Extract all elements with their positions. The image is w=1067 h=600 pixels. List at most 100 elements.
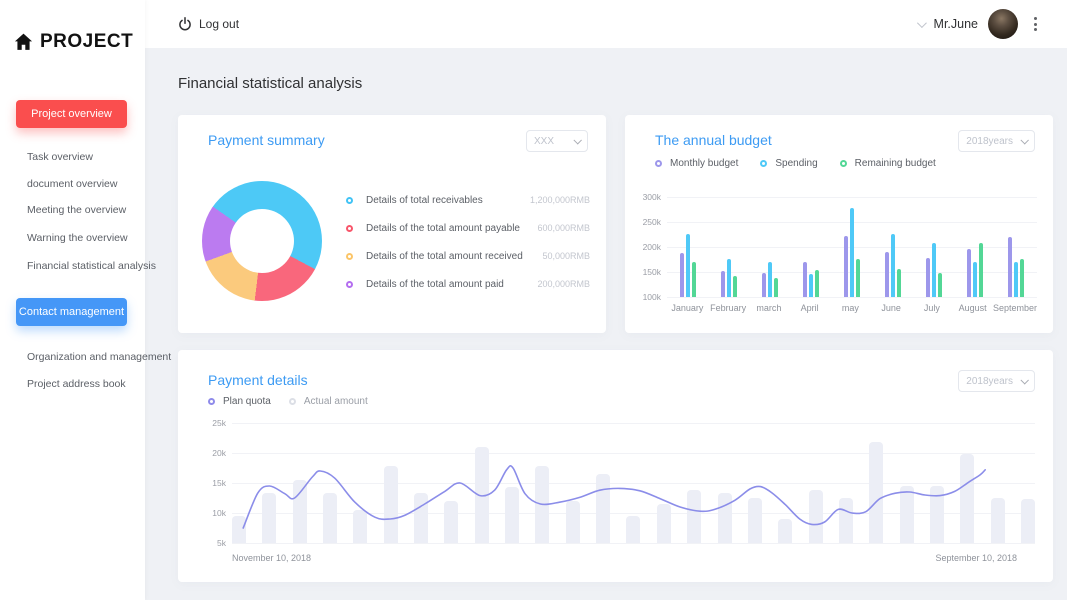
bar	[891, 233, 896, 297]
sidebar-button-contact-management[interactable]: Contact management	[16, 298, 127, 326]
home-icon	[14, 33, 33, 50]
list-item: Details of the total amount payable 600,…	[346, 214, 590, 242]
ring-icon	[346, 280, 353, 288]
legend-label: Details of the total amount paid	[366, 278, 504, 290]
x-axis-tick: April	[800, 303, 819, 313]
bar	[802, 262, 807, 297]
bar	[565, 501, 580, 543]
bar	[232, 516, 246, 543]
chevron-down-icon[interactable]	[916, 17, 927, 28]
bar	[929, 486, 944, 543]
x-axis-tick: September	[993, 303, 1038, 313]
bar	[808, 490, 823, 543]
y-axis-tick: 250k	[642, 217, 661, 227]
gridline: 15k	[212, 478, 1035, 488]
legend-value: 600,000RMB	[537, 223, 590, 233]
bar	[720, 271, 725, 297]
dropdown-value: 2018years	[966, 375, 1013, 387]
payment-details-dropdown[interactable]: 2018years	[958, 370, 1035, 392]
annual-budget-plot: 300k 250k 200k 150k 100k	[643, 192, 1037, 302]
gridline: 10k	[212, 508, 1035, 518]
bar	[626, 516, 641, 543]
bar	[1008, 236, 1013, 297]
bar-group	[914, 197, 955, 297]
bar	[973, 262, 978, 297]
user-cluster: Mr.June	[916, 0, 1043, 48]
sidebar-item-task-overview[interactable]: Task overview	[27, 151, 93, 163]
bar	[679, 253, 684, 297]
gridline: 300k	[643, 192, 1037, 202]
username: Mr.June	[933, 17, 978, 31]
app-logo[interactable]: PROJECT	[14, 31, 133, 53]
bar	[717, 493, 732, 543]
sidebar-item-warning-overview[interactable]: Warning the overview	[27, 232, 128, 244]
sidebar-item-organization-management[interactable]: Organization and management	[27, 351, 172, 363]
legend-item-remaining-budget[interactable]: Remaining budget	[839, 158, 936, 169]
bar	[685, 233, 690, 297]
bar	[656, 504, 671, 543]
bar-group	[708, 197, 749, 297]
bar-groups	[667, 197, 1037, 297]
legend-item-monthly-budget[interactable]: Monthly budget	[655, 158, 738, 169]
x-axis-tick: may	[841, 303, 859, 313]
bar	[1014, 262, 1019, 297]
logout-button[interactable]: Log out	[178, 0, 239, 48]
x-axis-tick: February	[710, 303, 747, 313]
payment-details-card: Payment details 2018years Plan quota Act…	[178, 350, 1053, 582]
bar	[897, 268, 902, 297]
y-axis-tick: 300k	[642, 192, 661, 202]
logo-text: PROJECT	[40, 31, 134, 52]
y-axis-tick: 150k	[642, 267, 661, 277]
legend-label: Plan quota	[223, 396, 271, 407]
legend-item-plan-quota[interactable]: Plan quota	[208, 396, 271, 407]
bar	[814, 270, 819, 297]
bar	[926, 258, 931, 297]
bar-group	[955, 197, 996, 297]
bar	[262, 493, 277, 543]
payment-summary-title: Payment summary	[208, 132, 325, 148]
sidebar-item-financial-analysis[interactable]: Financial statistical analysis	[27, 260, 156, 272]
bar	[474, 447, 489, 543]
payment-summary-card: Payment summary XXX Details of total rec…	[178, 115, 606, 333]
payment-summary-donut-chart	[202, 181, 322, 301]
kebab-menu-icon[interactable]	[1028, 13, 1043, 35]
sidebar-item-project-address-book[interactable]: Project address book	[27, 378, 126, 390]
bar	[773, 278, 778, 297]
payment-summary-dropdown[interactable]: XXX	[526, 130, 588, 152]
sidebar-item-document-overview[interactable]: document overview	[27, 178, 118, 190]
annual-budget-legend: Monthly budget Spending Remaining budget	[655, 158, 936, 169]
bar-group	[873, 197, 914, 297]
sidebar-button-project-overview[interactable]: Project overview	[16, 100, 127, 128]
dropdown-value: 2018years	[966, 135, 1013, 147]
list-item: Details of the total amount paid 200,000…	[346, 270, 590, 298]
sidebar-item-meeting-overview[interactable]: Meeting the overview	[27, 204, 127, 216]
legend-item-spending[interactable]: Spending	[760, 158, 818, 169]
power-icon	[179, 17, 191, 31]
bar	[869, 442, 884, 543]
annual-budget-x-axis: January February march April may June July Augu…	[667, 303, 1037, 313]
legend-value: 50,000RMB	[542, 251, 590, 261]
annual-budget-card: The annual budget 2018years Monthly budg…	[625, 115, 1053, 333]
bar-group	[790, 197, 831, 297]
bar	[855, 259, 860, 297]
x-axis-tick: January	[671, 303, 704, 313]
bar	[1020, 499, 1035, 543]
gridline: 25k	[212, 418, 1035, 428]
y-axis-tick: 100k	[642, 292, 661, 302]
legend-label: Monthly budget	[670, 158, 739, 169]
y-axis-tick: 5k	[217, 538, 226, 548]
dropdown-value: XXX	[534, 135, 555, 147]
x-axis-tick: July	[923, 303, 940, 313]
x-axis-tick: march	[756, 303, 782, 313]
bar-group	[749, 197, 790, 297]
y-axis-tick: 25k	[212, 418, 226, 428]
x-axis-tick: June	[881, 303, 901, 313]
gridline: 20k	[212, 448, 1035, 458]
annual-budget-dropdown[interactable]: 2018years	[958, 130, 1035, 152]
legend-item-actual-amount[interactable]: Actual amount	[288, 396, 368, 407]
avatar[interactable]	[988, 9, 1018, 39]
payment-details-title: Payment details	[208, 372, 308, 388]
bar	[444, 501, 459, 543]
chevron-down-icon	[573, 136, 582, 145]
ring-icon	[346, 252, 353, 260]
